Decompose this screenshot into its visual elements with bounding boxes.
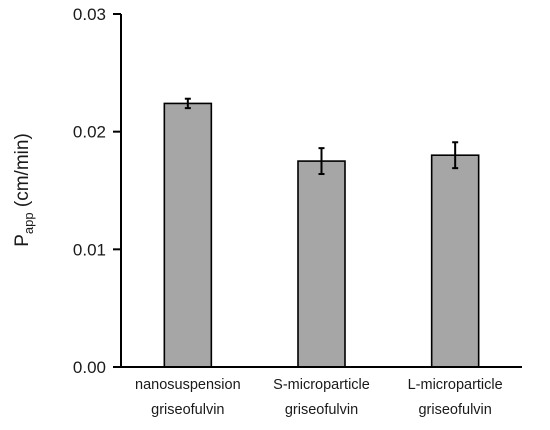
bars xyxy=(163,102,480,368)
bar xyxy=(430,154,480,368)
x-category-label: griseofulvin xyxy=(418,402,491,418)
y-axis-label-subscript: app xyxy=(21,212,36,234)
y-axis-label-unit: (cm/min) xyxy=(12,133,33,212)
x-category-label: griseofulvin xyxy=(151,402,224,418)
y-tick-label: 0.02 xyxy=(73,123,106,142)
bar xyxy=(163,102,213,368)
x-category-labels: nanosuspension griseofulvin S-microparticl… xyxy=(135,377,503,418)
x-category-label: L-microparticle xyxy=(408,377,503,393)
x-category-label: nanosuspension xyxy=(135,377,241,393)
y-tick-label: 0.03 xyxy=(73,5,106,24)
x-category-label: griseofulvin xyxy=(285,402,358,418)
y-tick-labels: 0.00 0.01 0.02 0.03 xyxy=(73,5,106,377)
bar xyxy=(297,160,346,368)
y-axis-ticks xyxy=(113,13,121,368)
x-category-label: S-microparticle xyxy=(273,377,370,393)
y-axis-label-main: P xyxy=(12,234,33,247)
y-axis-label: Papp (cm/min) xyxy=(12,133,36,247)
y-tick-label: 0.01 xyxy=(73,240,106,259)
y-tick-label: 0.00 xyxy=(73,358,106,377)
error-bars xyxy=(184,97,459,176)
